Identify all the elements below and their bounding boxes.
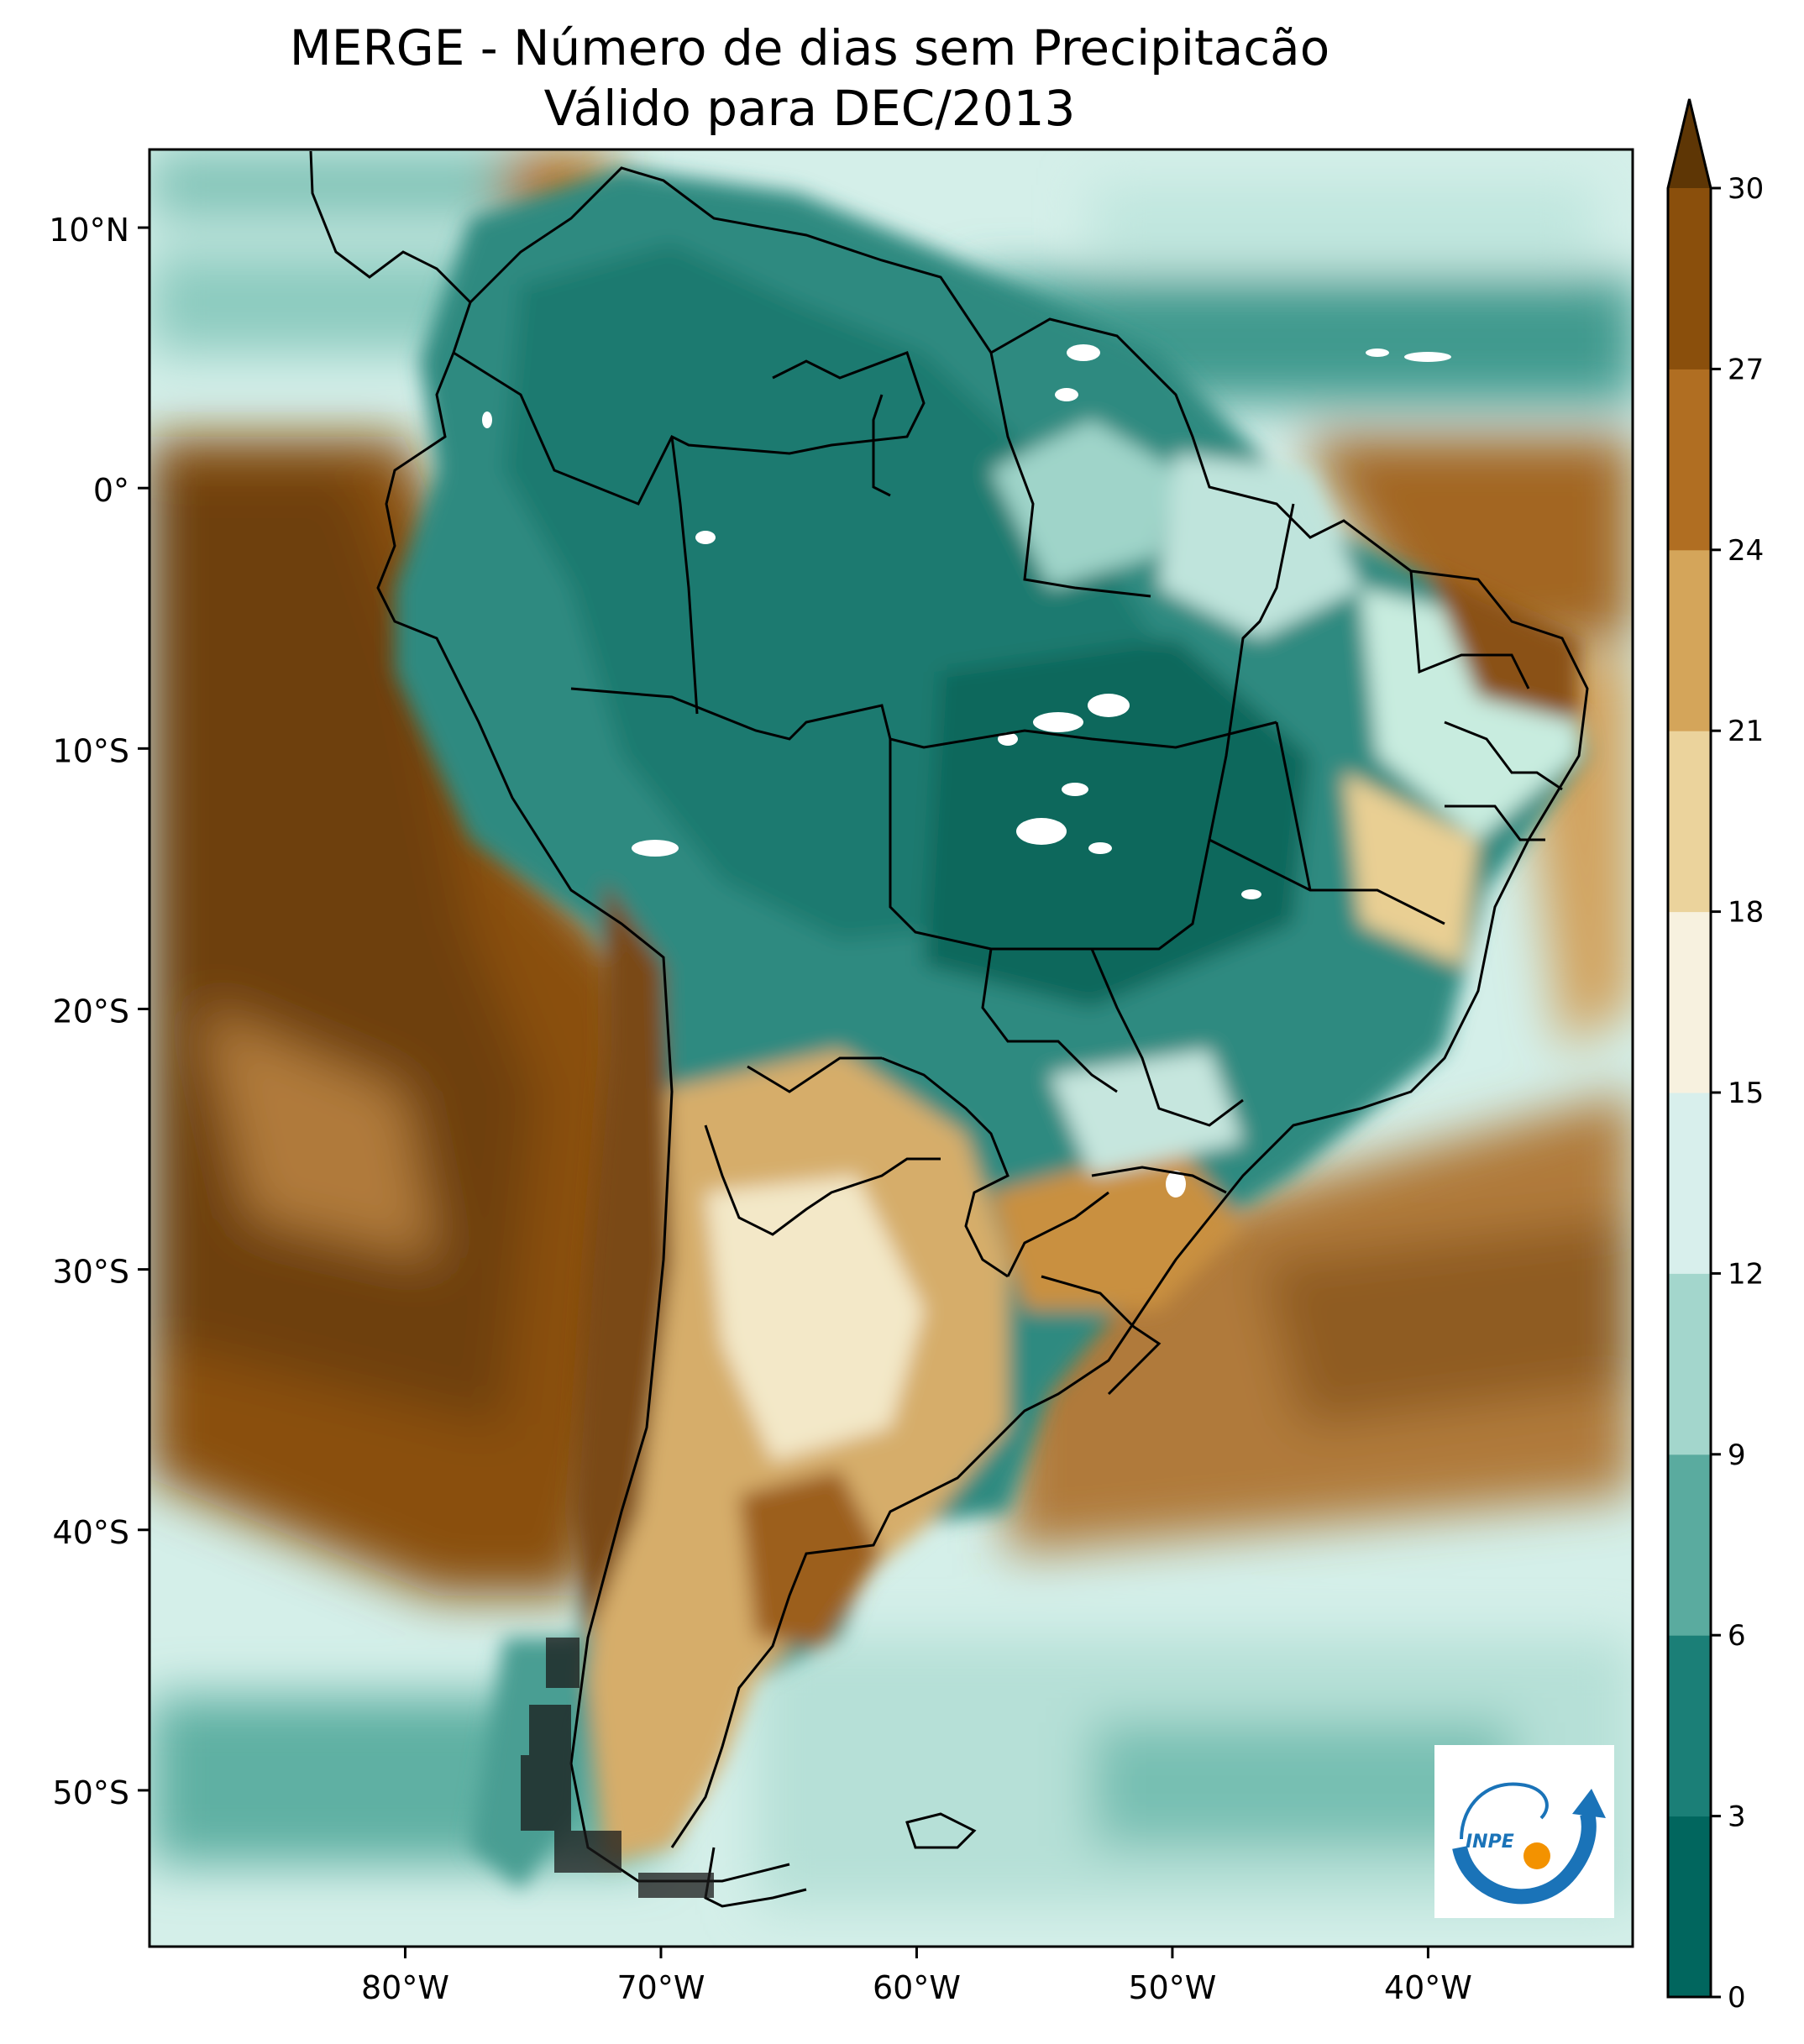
colorbar-extend-arrow bbox=[1668, 99, 1711, 188]
borders bbox=[309, 150, 1589, 1908]
lon-tick-label: 80°W bbox=[361, 1969, 449, 2006]
colorbar-tick-label: 18 bbox=[1728, 896, 1764, 930]
lat-tick-label: 40°S bbox=[53, 1514, 129, 1551]
lon-tick-label: 40°W bbox=[1384, 1969, 1472, 2006]
lat-tick-label: 50°S bbox=[53, 1774, 129, 1811]
logo-dot-icon bbox=[1523, 1842, 1550, 1869]
colorbar-tick-label: 27 bbox=[1728, 353, 1764, 386]
lat-tick-label: 10°N bbox=[49, 212, 129, 249]
colorbar-segment bbox=[1668, 188, 1711, 369]
inpe-logo: INPE bbox=[1434, 1745, 1614, 1918]
colorbar-segment bbox=[1668, 549, 1711, 731]
chart-title-line2: Válido para DEC/2013 bbox=[543, 80, 1076, 137]
colorbar-segment bbox=[1668, 1273, 1711, 1455]
lon-tick-label: 50°W bbox=[1128, 1969, 1216, 2006]
logo-text: INPE bbox=[1466, 1832, 1514, 1853]
lat-tick-label: 30°S bbox=[53, 1254, 129, 1291]
colorbar-tick-label: 0 bbox=[1728, 1981, 1746, 2015]
lat-tick-label: 20°S bbox=[53, 993, 129, 1030]
fjord-islands bbox=[521, 1638, 714, 1898]
logo-arrow-icon bbox=[1572, 1789, 1606, 1818]
colorbar-segment bbox=[1668, 1093, 1711, 1274]
precip-field bbox=[149, 149, 1633, 1947]
colorbar-segment bbox=[1668, 1635, 1711, 1817]
logo-swoosh-icon bbox=[1452, 1811, 1597, 1905]
map-frame bbox=[148, 148, 1634, 1948]
colorbar-segment bbox=[1668, 1454, 1711, 1636]
colorbar-tick-label: 12 bbox=[1728, 1257, 1764, 1291]
colorbar-tick-label: 9 bbox=[1728, 1439, 1746, 1472]
colorbar-segment bbox=[1668, 731, 1711, 913]
lat-tick-label: 10°S bbox=[53, 732, 129, 769]
colorbar-segment bbox=[1668, 911, 1711, 1093]
colorbar-tick-label: 3 bbox=[1728, 1800, 1746, 1834]
lat-axis: 10°N 0° 10°S 20°S 30°S 40°S 50°S bbox=[49, 212, 149, 1811]
colorbar-tick-label: 6 bbox=[1728, 1619, 1746, 1653]
logo-arc-icon bbox=[1460, 1782, 1549, 1840]
chart-title-line1: MERGE - Número de dias sem Precipitacão bbox=[289, 19, 1330, 76]
colorbar-tick-label: 21 bbox=[1728, 715, 1764, 748]
colorbar-tick-label: 30 bbox=[1728, 172, 1764, 206]
lon-tick-label: 70°W bbox=[616, 1969, 705, 2006]
no-data-patches bbox=[482, 344, 1451, 1198]
lon-axis: 80°W 70°W 60°W 50°W 40°W bbox=[361, 1947, 1472, 2006]
colorbar-segment bbox=[1668, 1816, 1711, 1998]
lat-tick-label: 0° bbox=[93, 472, 129, 509]
colorbar-tick-label: 15 bbox=[1728, 1077, 1764, 1110]
lon-tick-label: 60°W bbox=[873, 1969, 961, 2006]
colorbar-tick-label: 24 bbox=[1728, 534, 1764, 568]
colorbar-outline bbox=[1666, 98, 1712, 1999]
colorbar-segment bbox=[1668, 369, 1711, 551]
